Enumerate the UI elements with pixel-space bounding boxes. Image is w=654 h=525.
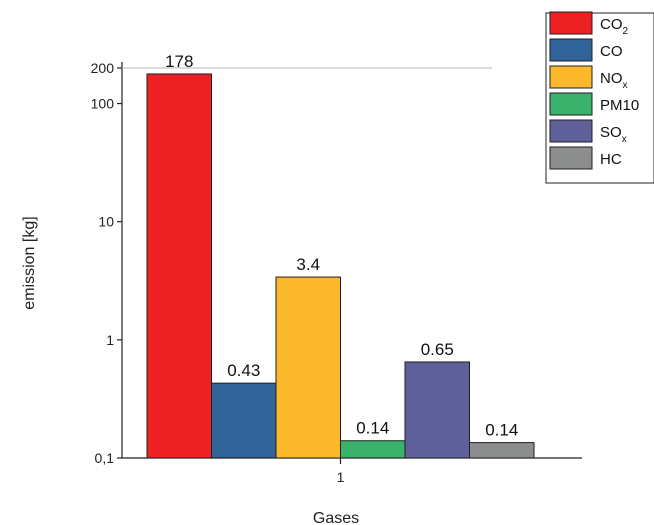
y-axis-label: emission [kg] [21,216,38,309]
bar [404,361,470,459]
legend-label: CO2 [600,16,629,37]
legend-label: CO [600,43,623,60]
bar [340,440,406,459]
y-axis-ticks: 0,1 1 10 100 200 [91,60,122,466]
y-tick-label: 10 [98,214,114,230]
bar-value-label: 0.65 [421,340,454,359]
legend-label: PM10 [600,97,639,114]
legend-label: SOx [600,124,627,145]
bar [146,73,212,459]
legend-swatch [549,146,593,170]
bar-value-label: 0.14 [485,421,518,440]
legend-label-main: SO [600,124,622,141]
bar [275,276,341,459]
y-tick-label: 200 [91,60,115,76]
legend-swatch [549,11,593,35]
legend-label-main: PM10 [600,97,639,114]
bar-value-label: 3.4 [296,255,320,274]
legend-swatch [549,65,593,89]
bar [469,442,535,459]
legend-label: HC [600,151,622,168]
bar-value-label: 0.43 [227,361,260,380]
legend-label-subscript: 2 [623,26,629,37]
legend-swatch [549,38,593,62]
legend-swatch [549,119,593,143]
y-tick-label: 0,1 [95,450,115,466]
legend-label-subscript: x [623,80,628,91]
legend-label-subscript: x [622,134,627,145]
legend-label: NOx [600,70,628,91]
legend-label-main: CO [600,16,623,33]
bar [211,382,277,459]
x-axis-label: Gases [313,510,359,525]
legend-label-main: HC [600,151,622,168]
x-tick-label: 1 [337,469,345,485]
y-tick-label: 100 [91,96,115,112]
y-tick-label: 1 [106,332,114,348]
legend-swatch [549,92,593,116]
bar-series [146,73,535,459]
x-axis-ticks: 1 [337,458,345,485]
bar-value-label: 178 [165,52,193,71]
legend-label-main: CO [600,43,623,60]
bar-value-label: 0.14 [356,419,389,438]
bar-data-labels: 178 0.43 3.4 0.14 0.65 0.14 [165,52,518,440]
legend-label-main: NO [600,70,623,87]
